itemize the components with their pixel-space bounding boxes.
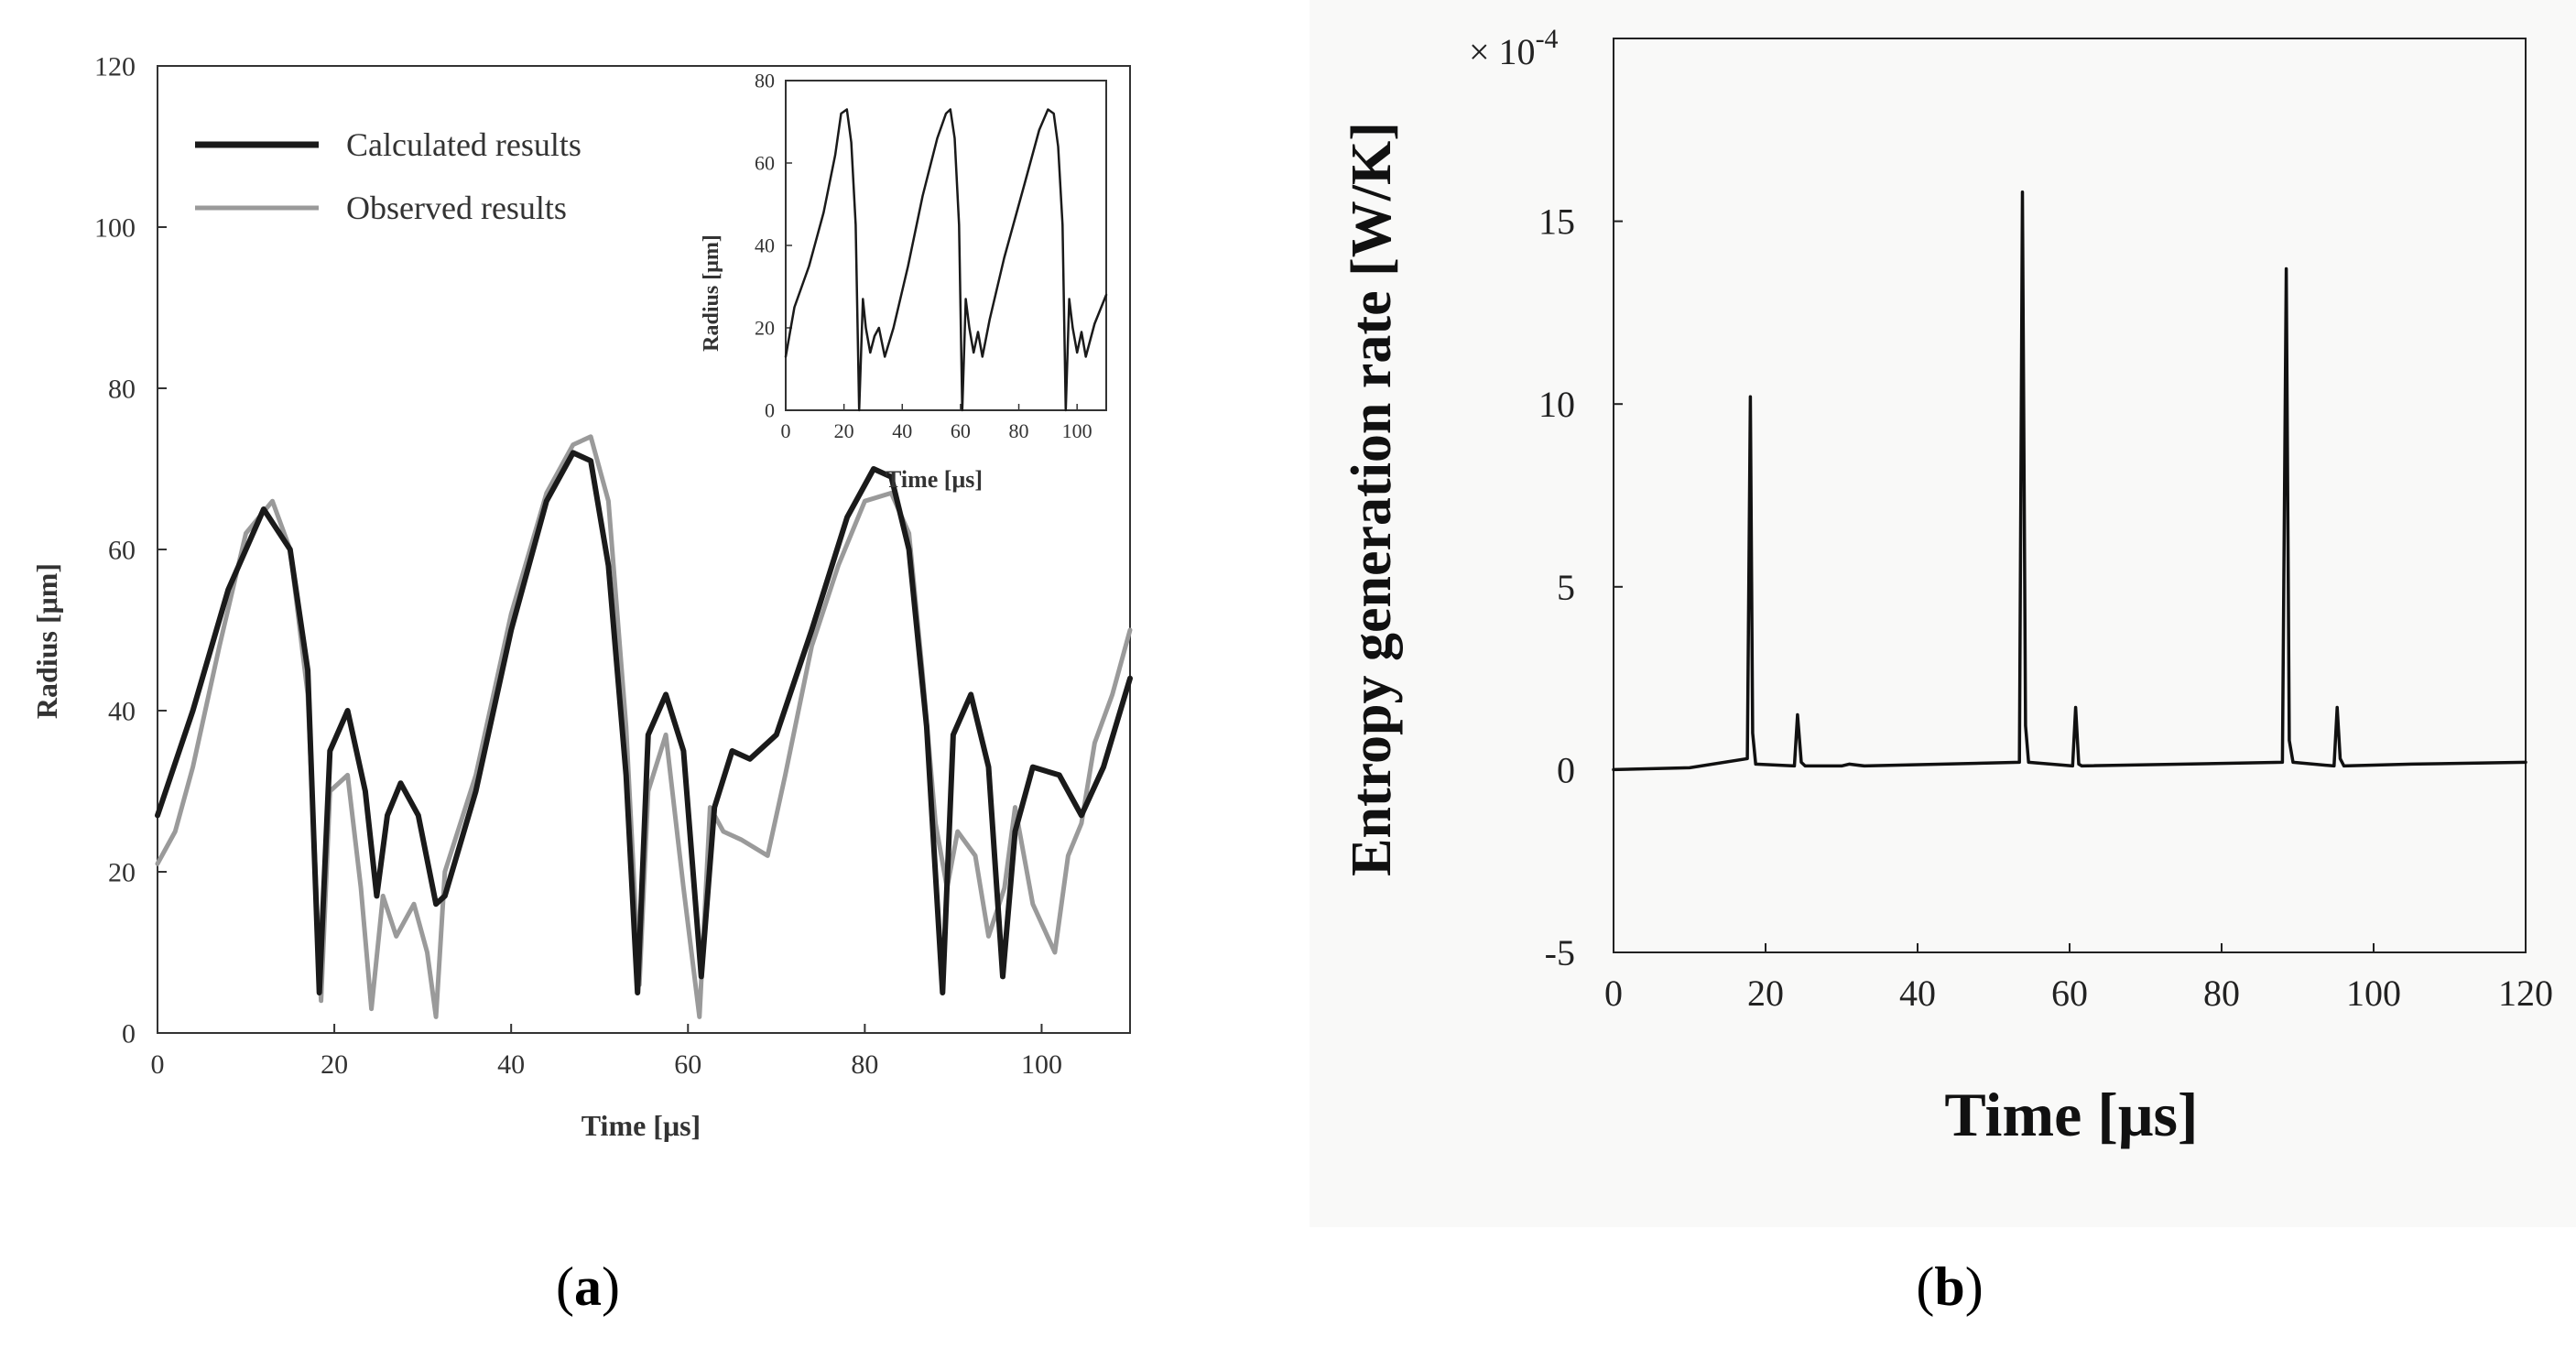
plot-a-xtick-label: 60 (674, 1049, 701, 1080)
plot-b-series-group (1612, 190, 2527, 772)
caption-a: (a) (556, 1256, 620, 1317)
inset-ytick-label: 60 (755, 152, 775, 175)
plot-a-series-group (155, 434, 1133, 1019)
plot-a-ytick-label: 40 (108, 697, 136, 727)
inset-xlabel: Time [μs] (886, 466, 983, 493)
plot-b-ytick-label: 15 (1538, 201, 1575, 243)
plot-b-xtick-label: 40 (1899, 973, 1936, 1014)
plot-b-ticks: 0 20 40 60 80 100 120 -5 0 5 10 15 (1538, 201, 2553, 1014)
panel-b: 0 20 40 60 80 100 120 -5 0 5 10 15 × 10-4 Entropy g… (1341, 24, 2553, 1317)
plot-b-xtick-label: 60 (2051, 973, 2088, 1014)
legend-label-calculated: Calculated results (346, 126, 582, 163)
plot-a-ytick-label: 0 (122, 1019, 136, 1049)
caption-a-open: ( (556, 1256, 574, 1317)
plot-a-xtick-label: 80 (851, 1049, 878, 1080)
plot-b-xlabel: Time [μs] (1944, 1080, 2198, 1149)
inset-ytick-label: 80 (755, 70, 775, 92)
plot-a-xtick-label: 0 (151, 1049, 165, 1080)
plot-b-ytick-label: 5 (1557, 567, 1575, 608)
inset-ytick-label: 40 (755, 234, 775, 257)
plot-a-ticks: 0 20 40 60 80 100 0 20 40 60 80 100 120 (94, 52, 1062, 1081)
plot-a-xtick-label: 20 (321, 1049, 348, 1080)
inset-ticks: 0 20 40 60 80 100 0 20 40 60 80 (755, 70, 1092, 442)
plot-a-xlabel: Time [μs] (582, 1109, 701, 1142)
caption-b-label: b (1934, 1256, 1964, 1317)
plot-a-xtick-label: 100 (1021, 1049, 1062, 1080)
inset-series-group (784, 108, 1108, 412)
plot-a-ytick-label: 80 (108, 375, 136, 405)
caption-a-close: ) (602, 1256, 620, 1317)
inset-ytick-label: 0 (765, 399, 775, 422)
legend-a: Calculated results Observed results (195, 126, 582, 226)
plot-b-ytick-label: 0 (1557, 749, 1575, 790)
plot-b-xtick-label: 80 (2203, 973, 2240, 1014)
inset-plot: 0 20 40 60 80 100 0 20 40 60 80 Radius [μm] Time [… (700, 70, 1110, 493)
caption-b: (b) (1916, 1256, 1983, 1317)
inset-xtick-label: 80 (1009, 419, 1029, 442)
series-observed-line (155, 434, 1133, 1019)
inset-xtick-label: 100 (1062, 419, 1092, 442)
plot-b-scale-label: × 10-4 (1469, 24, 1559, 72)
plot-b-xtick-label: 0 (1604, 973, 1623, 1014)
caption-b-close: ) (1965, 1256, 1984, 1317)
plot-b-scale-prefix: × 10 (1469, 31, 1536, 72)
inset-xtick-label: 40 (892, 419, 912, 442)
plot-a-xtick-label: 40 (497, 1049, 525, 1080)
inset-xtick-label: 20 (834, 419, 854, 442)
plot-a-ytick-label: 60 (108, 536, 136, 566)
plot-b-ylabel: Entropy generation rate [W/K] (1341, 122, 1403, 876)
legend-label-observed: Observed results (346, 190, 567, 226)
inset-xtick-label: 0 (781, 419, 791, 442)
inset-ytick-label: 20 (755, 317, 775, 340)
plot-a-ytick-label: 100 (94, 213, 136, 244)
plot-b-ytick-label: -5 (1545, 932, 1575, 973)
plot-b-scale-exponent: -4 (1536, 24, 1559, 54)
plot-b-xtick-label: 20 (1747, 973, 1784, 1014)
series-calculated-line (155, 450, 1133, 995)
plot-a-ylabel: Radius [μm] (30, 563, 63, 719)
caption-a-label: a (574, 1256, 602, 1317)
plot-b-ytick-label: 10 (1538, 384, 1575, 425)
plot-a-ytick-label: 20 (108, 858, 136, 888)
inset-xtick-label: 60 (951, 419, 971, 442)
inset-ylabel: Radius [μm] (700, 234, 723, 352)
inset-series-line (784, 108, 1108, 412)
plot-b-xtick-label: 100 (2346, 973, 2401, 1014)
plot-a-ytick-label: 120 (94, 52, 136, 82)
scan-background-b (1310, 0, 2576, 1227)
inset-background (784, 77, 1110, 412)
plot-b-xtick-label: 120 (2498, 973, 2553, 1014)
series-entropy-line (1612, 190, 2527, 772)
caption-b-open: ( (1916, 1256, 1934, 1317)
